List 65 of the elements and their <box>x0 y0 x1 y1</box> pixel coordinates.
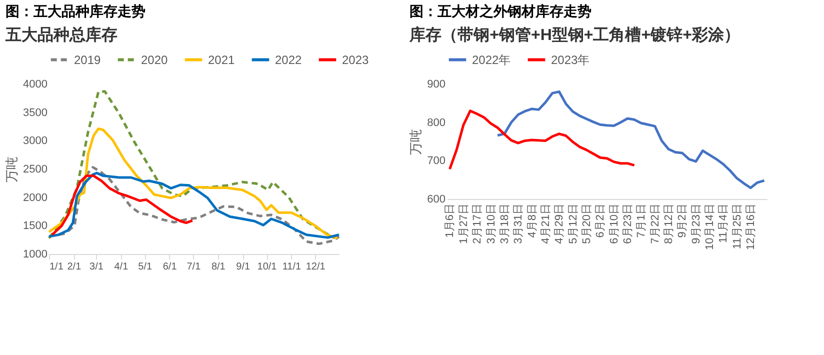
x-tick-label: 6月23日 <box>622 204 634 244</box>
line-series <box>496 90 766 190</box>
x-tick-label: 6/1 <box>162 262 178 272</box>
x-tick-label: 4月8日 <box>526 204 538 238</box>
x-tick-label: 2月17日 <box>472 204 484 244</box>
legend-label: 2021 <box>208 52 236 67</box>
x-tick-label: 5/1 <box>138 262 152 272</box>
x-tick-label: 3月10日 <box>485 204 498 244</box>
x-tick-label: 3月31日 <box>512 204 525 244</box>
x-tick-label: 1月6日 <box>444 204 456 238</box>
y-axis-title: 万吨 <box>408 129 424 155</box>
x-tick-label: 7月1日 <box>636 204 648 238</box>
x-tick-label: 7月22日 <box>649 204 662 244</box>
x-tick-label: 9月2日 <box>676 204 689 238</box>
x-tick-label: 7/1 <box>186 262 202 272</box>
x-tick-label: 1月27日 <box>458 204 470 244</box>
x-tick-label: 2/1 <box>67 262 82 272</box>
x-tick-label: 1/1 <box>50 262 64 272</box>
x-tick-label: 8/1 <box>211 262 226 272</box>
y-tick-label: 1000 <box>23 248 48 260</box>
y-axis-title: 万吨 <box>4 156 20 182</box>
x-tick-label: 9/1 <box>236 262 250 272</box>
legend-label: 2022年 <box>472 52 511 67</box>
y-tick-label: 600 <box>427 194 446 206</box>
legend-label: 2020 <box>141 52 168 67</box>
x-tick-label: 3月18日 <box>498 204 511 244</box>
y-tick-label: 700 <box>427 155 446 168</box>
chart-subtitle: 库存（带钢+钢管+H型钢+工角槽+镀锌+彩涂） <box>408 26 740 44</box>
legend-label: 2023 <box>342 52 370 67</box>
x-tick-label: 11/1 <box>282 262 302 272</box>
legend-label: 2023年 <box>551 52 590 67</box>
chart-subtitle: 五大品种总库存 <box>4 26 118 44</box>
y-tick-label: 1500 <box>23 220 48 232</box>
x-tick-label: 9月23日 <box>690 204 702 244</box>
chart-title: 图：五大品种库存走势 <box>6 3 146 20</box>
x-tick-label: 4月21日 <box>540 204 552 244</box>
line-series <box>50 174 194 236</box>
x-tick-label: 6月2日 <box>594 204 607 238</box>
y-tick-label: 2500 <box>23 164 48 176</box>
x-tick-label: 10/1 <box>257 262 278 272</box>
x-tick-label: 12月16日 <box>745 204 758 250</box>
line-series <box>448 110 636 170</box>
x-tick-label: 5月12日 <box>567 204 580 244</box>
y-tick-label: 3500 <box>23 106 48 119</box>
y-tick-label: 800 <box>427 116 446 129</box>
x-tick-label: 4月29日 <box>554 204 566 244</box>
x-tick-label: 5月20日 <box>580 204 593 244</box>
x-tick-label: 11月25日 <box>731 204 744 250</box>
line-series <box>48 128 339 240</box>
x-tick-label: 3/1 <box>90 262 104 272</box>
y-tick-label: 3000 <box>23 135 48 148</box>
x-tick-label: 12/1 <box>306 262 326 272</box>
legend-label: 2019 <box>74 52 102 67</box>
x-tick-label: 11月4日 <box>718 204 730 244</box>
chart-title: 图：五大材之外钢材库存走势 <box>410 3 592 20</box>
legend-label: 2022 <box>275 52 302 67</box>
x-tick-label: 10月14日 <box>704 204 716 250</box>
y-tick-label: 2000 <box>23 192 48 204</box>
x-tick-label: 6月10日 <box>608 204 620 244</box>
x-tick-label: 8月12日 <box>663 204 676 244</box>
line-series <box>48 90 336 240</box>
x-tick-label: 4/1 <box>114 262 129 272</box>
y-tick-label: 900 <box>427 78 446 90</box>
line-series <box>48 172 340 239</box>
y-tick-label: 4000 <box>23 78 48 90</box>
